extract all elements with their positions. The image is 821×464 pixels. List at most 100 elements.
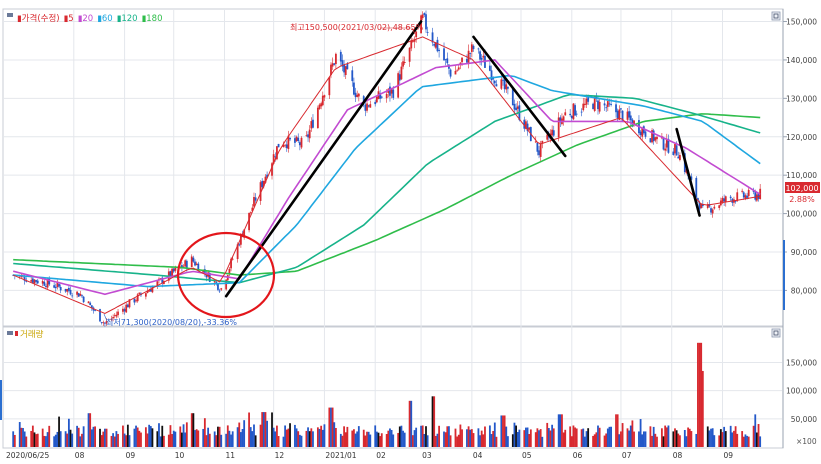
candle-body bbox=[251, 207, 254, 212]
maximize-icon[interactable] bbox=[771, 11, 781, 21]
high-annotation-pointer bbox=[411, 27, 416, 35]
volume-bar bbox=[559, 414, 562, 447]
scroll-indicator[interactable] bbox=[0, 380, 2, 420]
candle-body bbox=[675, 145, 678, 156]
candle-body bbox=[629, 115, 632, 121]
candle-body bbox=[284, 144, 287, 146]
volume-bar bbox=[148, 424, 151, 447]
volume-bar bbox=[115, 431, 118, 447]
volume-bar bbox=[742, 436, 745, 447]
volume-bar bbox=[197, 430, 200, 447]
volume-bar bbox=[587, 428, 590, 447]
candle-body bbox=[408, 47, 411, 62]
volume-bar bbox=[718, 435, 721, 447]
volume-bar bbox=[652, 426, 655, 447]
maximize-icon[interactable] bbox=[771, 328, 781, 338]
volume-bar bbox=[456, 436, 459, 447]
volume-bar bbox=[724, 431, 727, 447]
volume-bar bbox=[151, 428, 154, 447]
volume-panel-buttons[interactable] bbox=[771, 328, 781, 338]
volume-bar bbox=[277, 436, 280, 447]
volume-bar bbox=[575, 428, 578, 447]
volume-bar bbox=[82, 426, 85, 447]
candle-body bbox=[89, 302, 92, 306]
candle-body bbox=[213, 280, 216, 283]
volume-bar bbox=[76, 425, 78, 447]
candle-body bbox=[23, 277, 26, 281]
candle-body bbox=[456, 70, 459, 72]
candle-body bbox=[633, 120, 635, 126]
candle-body bbox=[53, 285, 56, 288]
candle-body bbox=[466, 58, 468, 63]
candle-body bbox=[385, 93, 388, 99]
candle-body bbox=[276, 146, 278, 160]
volume-bar bbox=[642, 431, 645, 447]
volume-bar bbox=[639, 419, 642, 447]
volume-bar bbox=[202, 428, 205, 447]
price-panel-icon bbox=[7, 13, 13, 17]
volume-bar bbox=[241, 429, 244, 447]
candle-body bbox=[488, 65, 491, 71]
volume-bar bbox=[46, 432, 49, 447]
candle-body bbox=[102, 322, 105, 324]
candle-body bbox=[736, 192, 739, 201]
candle-body bbox=[218, 290, 221, 292]
axis-scroll-indicator[interactable] bbox=[783, 240, 785, 310]
volume-bar bbox=[472, 433, 475, 447]
volume-bar bbox=[534, 432, 537, 447]
volume-bar bbox=[354, 433, 357, 447]
volume-bar bbox=[759, 436, 762, 447]
volume-bar bbox=[330, 407, 332, 447]
candle-body bbox=[480, 57, 483, 60]
candle-body bbox=[710, 208, 712, 213]
price-panel-buttons[interactable] bbox=[771, 11, 781, 21]
candle-body bbox=[194, 261, 196, 266]
x-tick-label: 2021/01 bbox=[325, 451, 356, 460]
volume-bar bbox=[592, 435, 594, 447]
volume-tick-label: 100,000 bbox=[786, 387, 817, 396]
volume-bar bbox=[608, 426, 611, 447]
volume-bar bbox=[557, 414, 560, 447]
volume-bar bbox=[616, 414, 619, 447]
volume-bar bbox=[58, 416, 60, 447]
volume-bar bbox=[529, 429, 532, 447]
x-tick-label: 10 bbox=[175, 451, 185, 460]
y-tick-label: 120,000 bbox=[786, 133, 817, 142]
volume-tick-label: 50,000 bbox=[791, 415, 817, 424]
x-tick-label: 07 bbox=[622, 451, 632, 460]
volume-bar bbox=[448, 426, 450, 447]
volume-bar bbox=[466, 429, 468, 447]
volume-bar bbox=[695, 433, 698, 447]
volume-bar bbox=[271, 412, 273, 447]
candle-body bbox=[502, 80, 504, 81]
volume-bar bbox=[421, 425, 424, 447]
volume-bar bbox=[583, 436, 586, 447]
candle-body bbox=[45, 286, 47, 288]
volume-bar bbox=[629, 425, 632, 447]
volume-bar bbox=[22, 428, 24, 447]
candle-body bbox=[539, 143, 542, 157]
volume-bar bbox=[172, 430, 175, 447]
candle-body bbox=[99, 309, 101, 322]
volume-bar bbox=[135, 425, 137, 447]
volume-bar bbox=[605, 433, 608, 447]
volume-bar bbox=[316, 427, 319, 447]
volume-bar bbox=[434, 435, 437, 447]
maximize-icon-glyph bbox=[773, 330, 779, 336]
volume-bar bbox=[77, 427, 80, 447]
candle-body bbox=[67, 287, 70, 291]
volume-bar bbox=[511, 434, 514, 447]
volume-bar bbox=[158, 423, 160, 447]
volume-bar bbox=[133, 428, 136, 447]
price-legend: ▮가격(수정) ▮5 ▮20 ▮60 ▮120 ▮180 bbox=[17, 13, 163, 24]
volume-bar bbox=[454, 428, 457, 447]
candle-body bbox=[697, 198, 699, 201]
candle-body bbox=[282, 144, 285, 147]
candle-body bbox=[215, 281, 218, 283]
candle-body bbox=[133, 298, 136, 303]
volume-bar bbox=[341, 435, 344, 447]
volume-bar bbox=[282, 436, 285, 447]
candle-body bbox=[470, 44, 473, 52]
volume-bar bbox=[389, 428, 391, 447]
